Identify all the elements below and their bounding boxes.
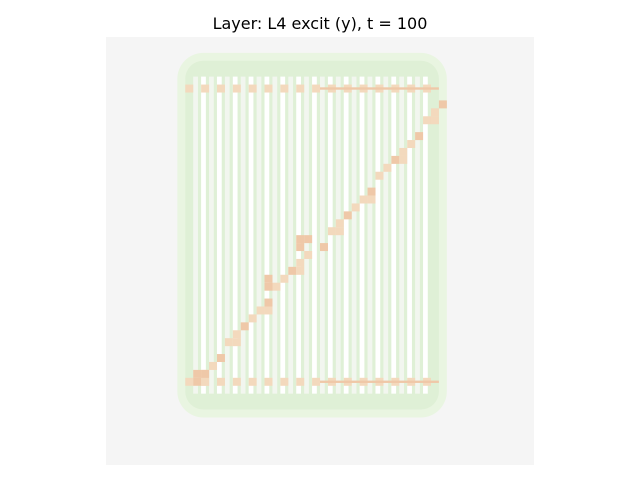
highlight-cell xyxy=(304,235,313,244)
bottom-bar-cell xyxy=(264,377,273,386)
highlight-cell xyxy=(193,369,202,378)
diagonal-cell xyxy=(335,219,344,228)
column-stripe xyxy=(224,76,230,394)
column-stripe xyxy=(264,76,270,394)
diagonal-cell xyxy=(296,258,305,267)
chart-title: Layer: L4 excit (y), t = 100 xyxy=(213,14,428,33)
column-stripe xyxy=(407,76,412,394)
diagonal-cell xyxy=(240,322,249,331)
column-stripe xyxy=(216,76,222,394)
column-stripe xyxy=(375,76,381,394)
diagonal-cell xyxy=(248,314,257,323)
diagonal-cell xyxy=(375,171,384,180)
column-stripe xyxy=(391,76,397,394)
diagonal-cell xyxy=(280,274,289,283)
diagonal-cell xyxy=(415,132,424,141)
bottom-bar-cell xyxy=(216,377,225,386)
diagonal-cell xyxy=(264,306,273,315)
column-stripe xyxy=(383,76,389,394)
diagonal-cell xyxy=(399,147,408,156)
column-stripe xyxy=(232,76,238,394)
highlight-cell xyxy=(296,235,305,244)
highlight-cell xyxy=(296,243,305,252)
column-stripe xyxy=(288,76,294,394)
diagonal-cell xyxy=(343,211,352,220)
top-bar-cell xyxy=(248,84,257,93)
top-bar-cell xyxy=(232,84,241,93)
column-stripe xyxy=(351,76,357,394)
column-stripe xyxy=(399,76,405,394)
column-stripe xyxy=(312,76,317,394)
diagonal-cell xyxy=(351,203,360,212)
column-stripe xyxy=(367,76,373,394)
diagonal-cell xyxy=(216,354,225,363)
top-bar-cell xyxy=(296,84,305,93)
diagonal-cell xyxy=(296,266,305,275)
column-stripe xyxy=(201,76,206,394)
top-bar-cell xyxy=(264,84,273,93)
highlight-cell xyxy=(201,369,210,378)
diagonal-cell xyxy=(383,163,392,172)
diagonal-cell xyxy=(407,140,416,149)
diagonal-cell xyxy=(327,227,336,236)
diagonal-cell xyxy=(320,243,328,252)
diagonal-cell xyxy=(438,100,447,109)
diagonal-cell xyxy=(209,361,218,370)
diagonal-cell xyxy=(256,306,265,315)
diagonal-cell xyxy=(232,330,241,339)
diagonal-cell xyxy=(359,195,368,204)
diagonal-cell xyxy=(423,116,432,125)
diagonal-cell xyxy=(288,266,297,275)
diagonal-cell xyxy=(335,227,344,236)
top-bar-cell xyxy=(185,84,194,93)
bottom-bar-cell xyxy=(312,377,321,386)
column-stripe xyxy=(256,76,262,394)
diagonal-cell xyxy=(367,187,376,196)
column-stripe xyxy=(415,76,420,394)
bottom-bar-cell xyxy=(280,377,289,386)
bottom-bar-cell xyxy=(185,377,194,386)
bottom-bar-line xyxy=(320,380,439,383)
highlight-cell xyxy=(264,282,273,291)
highlight-cell xyxy=(264,274,273,283)
column-stripe xyxy=(272,76,278,394)
diagonal-cell xyxy=(391,155,400,164)
diagonal-cell xyxy=(272,282,281,291)
column-stripe xyxy=(193,76,198,394)
column-stripe xyxy=(280,76,286,394)
diagonal-cell xyxy=(367,195,376,204)
column-stripe xyxy=(209,76,214,394)
heatmap-axes xyxy=(106,37,534,465)
diagonal-cell xyxy=(264,298,273,307)
diagonal-cell xyxy=(430,108,439,117)
column-stripe xyxy=(240,76,246,394)
bottom-bar-cell xyxy=(296,377,305,386)
column-stripe xyxy=(320,76,325,394)
top-bar-line xyxy=(320,87,439,90)
bottom-bar-cell xyxy=(232,377,241,386)
bottom-bar-cell xyxy=(248,377,257,386)
top-bar-cell xyxy=(280,84,289,93)
diagonal-cell xyxy=(304,251,313,259)
top-bar-cell xyxy=(201,84,210,93)
diagonal-cell xyxy=(232,338,241,347)
top-bar-cell xyxy=(216,84,225,93)
column-stripe xyxy=(423,76,428,394)
diagonal-cell xyxy=(224,338,233,347)
diagonal-cell xyxy=(201,377,210,386)
diagonal-cell xyxy=(193,377,202,386)
column-stripe xyxy=(359,76,365,394)
column-stripe xyxy=(343,76,349,394)
diagonal-cell xyxy=(430,116,439,125)
diagonal-cell xyxy=(399,155,408,164)
column-stripe xyxy=(248,76,254,394)
top-bar-cell xyxy=(312,84,321,93)
